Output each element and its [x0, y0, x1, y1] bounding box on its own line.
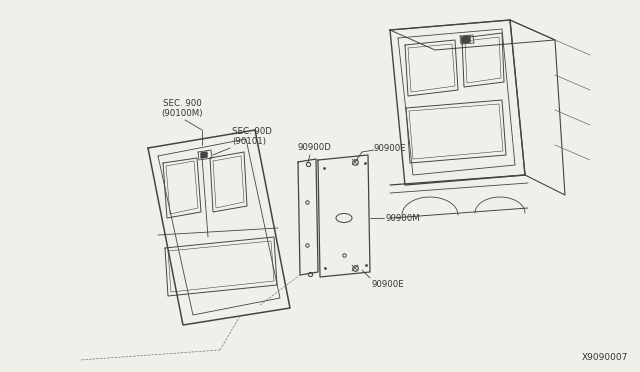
Polygon shape [201, 152, 207, 158]
Text: 90900D: 90900D [298, 143, 332, 152]
Text: 90900E: 90900E [372, 280, 404, 289]
Text: 90900M: 90900M [386, 214, 420, 222]
Text: 90900E: 90900E [374, 144, 407, 153]
Polygon shape [462, 36, 470, 43]
Text: SEC. 900
(90100M): SEC. 900 (90100M) [161, 99, 203, 118]
Text: SEC. 90D
(90101): SEC. 90D (90101) [232, 126, 272, 146]
Text: X9090007: X9090007 [582, 353, 628, 362]
